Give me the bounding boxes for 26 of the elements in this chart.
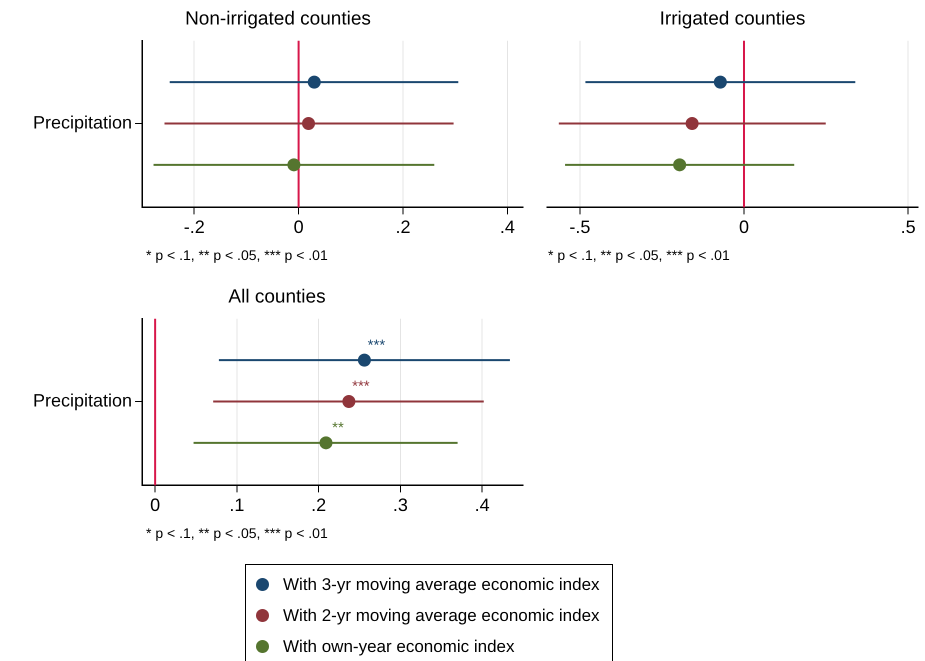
data-label: *** [352, 378, 370, 396]
x-tick-label: 0 [150, 495, 160, 516]
legend-label: With 3-yr moving average economic index [283, 574, 600, 594]
x-tick-label: .4 [474, 495, 490, 516]
text: * p < .1, ** p < .05, *** p < .01 [146, 525, 328, 541]
x-tick-label: .4 [500, 217, 515, 238]
data-label: *** [368, 336, 386, 354]
x-tick-label: 0 [294, 217, 304, 238]
text: * p < .1, ** p < .05, *** p < .01 [146, 247, 328, 263]
x-tick-label: 0 [738, 217, 749, 238]
x-tick-label: .2 [311, 495, 326, 516]
legend-label: With 2-yr moving average economic index [283, 606, 600, 626]
x-tick-label: .2 [395, 217, 410, 238]
legend-label: With own-year economic index [283, 636, 514, 656]
chart-title: Non-irrigated counties [185, 8, 371, 30]
x-tick-label: .1 [229, 495, 244, 516]
data-label: ** [332, 419, 344, 436]
x-tick-label: -.2 [184, 217, 205, 238]
chart-title: All counties [228, 286, 326, 308]
y-tick-label: Precipitation [32, 390, 132, 410]
text: * p < .1, ** p < .05, *** p < .01 [548, 247, 730, 263]
y-tick-label: Precipitation [32, 112, 132, 132]
x-tick-label: -.5 [569, 217, 590, 238]
x-tick-label: .3 [392, 495, 408, 516]
chart-title: Irrigated counties [660, 8, 806, 30]
x-tick-label: .5 [900, 217, 916, 238]
